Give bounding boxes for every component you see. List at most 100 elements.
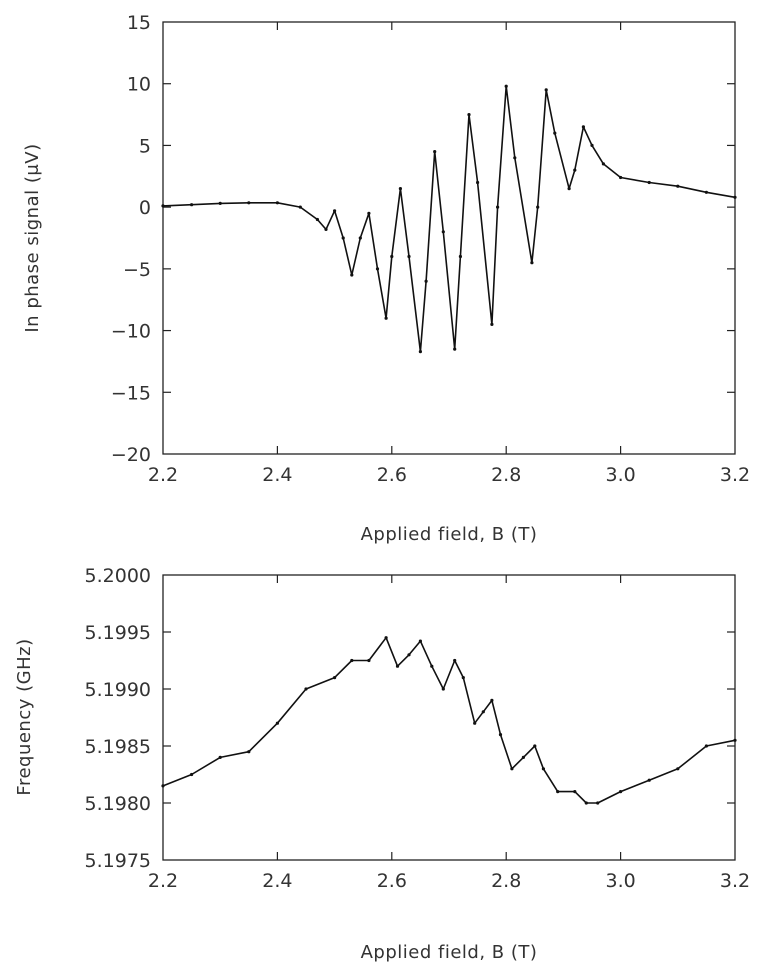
y-tick-label: 5.1990 bbox=[85, 679, 151, 701]
data-point bbox=[536, 205, 540, 209]
data-point bbox=[218, 755, 222, 760]
data-point bbox=[504, 84, 508, 88]
data-point bbox=[190, 772, 194, 777]
data-point bbox=[458, 254, 462, 259]
data-point bbox=[418, 639, 422, 643]
data-point bbox=[496, 205, 500, 209]
x-axis-label: Applied field, B (T) bbox=[361, 524, 538, 545]
data-point bbox=[556, 790, 560, 794]
data-point bbox=[367, 658, 371, 663]
data-point bbox=[541, 767, 546, 771]
data-point bbox=[596, 801, 600, 805]
data-point bbox=[218, 201, 222, 205]
data-point bbox=[384, 636, 388, 640]
x-tick-label: 3.0 bbox=[605, 464, 635, 486]
x-tick-label: 3.2 bbox=[720, 464, 750, 486]
plot-frame bbox=[162, 574, 736, 861]
data-point bbox=[490, 322, 494, 326]
data-point bbox=[350, 658, 354, 663]
data-point bbox=[247, 201, 251, 205]
data-point bbox=[467, 113, 471, 117]
data-point bbox=[453, 347, 457, 351]
data-point bbox=[573, 790, 577, 794]
data-point bbox=[407, 653, 411, 657]
y-tick-label: 5.1975 bbox=[85, 850, 151, 872]
y-tick-label: −20 bbox=[111, 444, 151, 466]
data-point bbox=[341, 236, 345, 240]
data-point bbox=[424, 279, 428, 283]
data-point bbox=[481, 710, 485, 714]
x-tick-label: 3.0 bbox=[605, 870, 635, 892]
data-point bbox=[161, 784, 165, 788]
data-point bbox=[367, 211, 371, 215]
data-point bbox=[430, 664, 434, 668]
data-point bbox=[647, 778, 651, 782]
x-tick-label: 2.4 bbox=[262, 464, 292, 486]
data-point bbox=[161, 204, 165, 208]
data-point bbox=[521, 755, 526, 760]
data-point bbox=[544, 88, 548, 92]
data-point bbox=[704, 190, 709, 194]
data-point bbox=[619, 175, 623, 180]
y-tick-label: 5.1985 bbox=[85, 736, 151, 758]
data-point bbox=[275, 721, 279, 725]
data-point bbox=[601, 162, 606, 166]
x-tick-label: 2.4 bbox=[262, 870, 292, 892]
x-axis-label: Applied field, B (T) bbox=[361, 942, 538, 963]
data-point bbox=[333, 209, 337, 213]
data-point bbox=[533, 744, 537, 748]
y-tick-label: −15 bbox=[111, 382, 151, 404]
y-tick-label: 5.1995 bbox=[85, 622, 151, 644]
data-point bbox=[490, 698, 494, 703]
data-point bbox=[350, 273, 354, 277]
data-point bbox=[573, 168, 577, 172]
y-tick-label: 10 bbox=[127, 74, 151, 96]
data-point bbox=[418, 350, 422, 354]
data-point bbox=[513, 156, 517, 160]
y-axis-label: Frequency (GHz) bbox=[14, 638, 35, 795]
x-tick-label: 2.6 bbox=[377, 870, 407, 892]
plot-frame bbox=[162, 21, 736, 455]
data-series-line bbox=[162, 636, 736, 804]
y-tick-label: 15 bbox=[127, 12, 151, 34]
data-point bbox=[461, 676, 465, 680]
data-point bbox=[298, 205, 302, 209]
x-tick-label: 2.6 bbox=[377, 464, 407, 486]
data-point bbox=[453, 658, 457, 663]
y-tick-label: 5.1980 bbox=[85, 793, 151, 815]
bottom-panel-frequency-chart: 2.2 2.4 2.6 2.8 3.0 3.2 5.2000 5.1995 5.1990 5.19… bbox=[14, 565, 750, 963]
data-point bbox=[190, 203, 194, 207]
x-tick-label: 2.2 bbox=[148, 870, 178, 892]
data-point bbox=[315, 217, 319, 222]
data-point bbox=[704, 744, 709, 748]
data-point bbox=[498, 733, 503, 737]
data-point bbox=[647, 180, 651, 185]
data-point bbox=[733, 195, 737, 199]
y-tick-label: −10 bbox=[111, 321, 151, 343]
data-point bbox=[567, 187, 571, 191]
data-point bbox=[619, 790, 623, 794]
data-point bbox=[398, 187, 402, 191]
y-tick-label: 5 bbox=[139, 135, 151, 157]
data-point bbox=[333, 676, 337, 680]
x-tick-label: 2.8 bbox=[491, 464, 521, 486]
data-point bbox=[581, 125, 586, 129]
data-point bbox=[441, 230, 445, 234]
data-point bbox=[247, 750, 251, 754]
data-point bbox=[395, 664, 400, 668]
data-point bbox=[676, 184, 680, 188]
data-point bbox=[375, 267, 380, 271]
data-point bbox=[324, 227, 328, 231]
data-point bbox=[476, 180, 480, 185]
data-series-line bbox=[162, 85, 736, 353]
y-tick-label: 0 bbox=[139, 197, 151, 219]
data-point bbox=[441, 687, 445, 691]
x-tick-label: 2.8 bbox=[491, 870, 521, 892]
top-panel-signal-chart: 2.2 2.4 2.6 2.8 3.0 3.2 15 10 5 0 −5 −10 −15 −20 Appli… bbox=[22, 12, 750, 545]
data-point bbox=[304, 687, 308, 691]
data-point bbox=[590, 143, 594, 147]
data-point bbox=[584, 801, 588, 805]
data-point bbox=[530, 261, 534, 265]
data-point bbox=[358, 236, 362, 240]
